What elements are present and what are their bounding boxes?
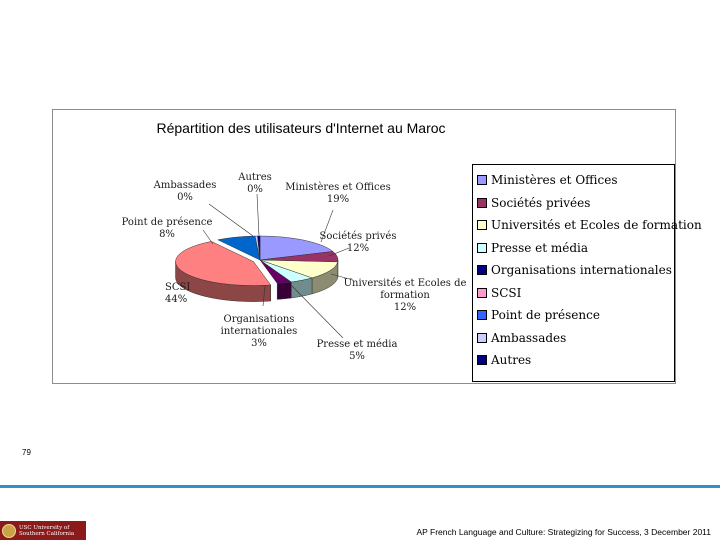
leader-line — [202, 229, 214, 245]
slice-label: Point de présence — [122, 217, 213, 228]
usc-seal-icon — [2, 523, 16, 538]
slice-label: 3% — [251, 338, 267, 349]
legend-swatch — [477, 220, 487, 230]
slice-label: Ambassades — [153, 180, 217, 191]
slice-label: Organisations — [224, 314, 295, 325]
legend-item: Universités et Ecoles de formation — [477, 215, 702, 235]
pie-slice-side — [276, 281, 292, 300]
legend: Ministères et Offices Sociétés privées Uni… — [472, 164, 702, 382]
footer-divider — [0, 485, 720, 488]
legend-swatch — [477, 197, 487, 208]
legend-label: Organisations internationales — [491, 263, 672, 277]
legend-label: SCSI — [491, 285, 522, 300]
legend-swatch — [477, 310, 487, 320]
slice-label: Presse et média — [317, 339, 398, 350]
leader-line — [262, 285, 266, 307]
legend-item: Ambassades — [477, 328, 566, 348]
legend-item: Presse et média — [477, 238, 588, 258]
slice-label: 19% — [327, 194, 349, 205]
slice-label: Autres — [237, 172, 272, 183]
slice-label: formation — [380, 290, 430, 301]
slice-label: Ministères et Offices — [285, 182, 390, 193]
chart-title: Répartition des utilisateurs d'Internet … — [156, 120, 446, 136]
footer-text: AP French Language and Culture: Strategi… — [416, 527, 711, 537]
leader-line — [328, 247, 350, 257]
legend-label: Sociétés privées — [491, 195, 591, 210]
legend-item: Organisations internationales — [477, 260, 672, 280]
legend-item: Ministères et Offices — [477, 170, 618, 190]
slice-label: 44% — [165, 294, 187, 305]
slice-label: 12% — [347, 243, 369, 254]
usc-logo-text: USC University of Southern California — [19, 524, 75, 537]
slice-label: 0% — [247, 184, 263, 195]
legend-label: Ministères et Offices — [491, 173, 618, 187]
pie-slice — [259, 235, 334, 261]
slice-label: Universités et Ecoles de — [344, 278, 467, 289]
leader-line — [208, 203, 254, 237]
legend-swatch — [477, 287, 487, 298]
slide-number: 79 — [22, 448, 31, 457]
leader-line — [290, 284, 344, 339]
slice-label: SCSI — [165, 282, 190, 293]
legend-label: Ambassades — [491, 330, 567, 345]
usc-logo: USC University of Southern California — [0, 521, 86, 540]
pie-slice — [259, 259, 292, 284]
leader-line — [256, 193, 260, 237]
legend-item: Sociétés privées — [477, 193, 590, 213]
pie-slice — [175, 241, 272, 286]
slice-label: 0% — [177, 192, 193, 203]
legend-label: Presse et média — [491, 240, 589, 255]
slice-label: Sociétés privés — [320, 231, 397, 242]
slice-label: internationales — [221, 326, 298, 337]
legend-item: Autres — [477, 350, 531, 370]
legend-swatch — [477, 265, 487, 275]
legend-item: SCSI — [477, 283, 521, 303]
legend-swatch — [477, 175, 487, 185]
legend-item: Point de présence — [477, 305, 600, 325]
chart-frame: Répartition des utilisateurs d'Internet … — [52, 109, 702, 384]
slice-label: 5% — [349, 351, 365, 362]
slice-label: 12% — [394, 302, 416, 313]
legend-swatch — [477, 355, 487, 365]
legend-swatch — [477, 242, 487, 253]
leader-line — [330, 273, 354, 281]
slice-label: 8% — [159, 229, 175, 240]
pie-slice — [259, 259, 339, 279]
legend-label: Point de présence — [491, 308, 600, 322]
leader-line — [320, 209, 334, 243]
legend-label: Universités et Ecoles de formation — [491, 218, 702, 232]
legend-swatch — [477, 332, 487, 343]
legend-label: Autres — [491, 353, 532, 367]
